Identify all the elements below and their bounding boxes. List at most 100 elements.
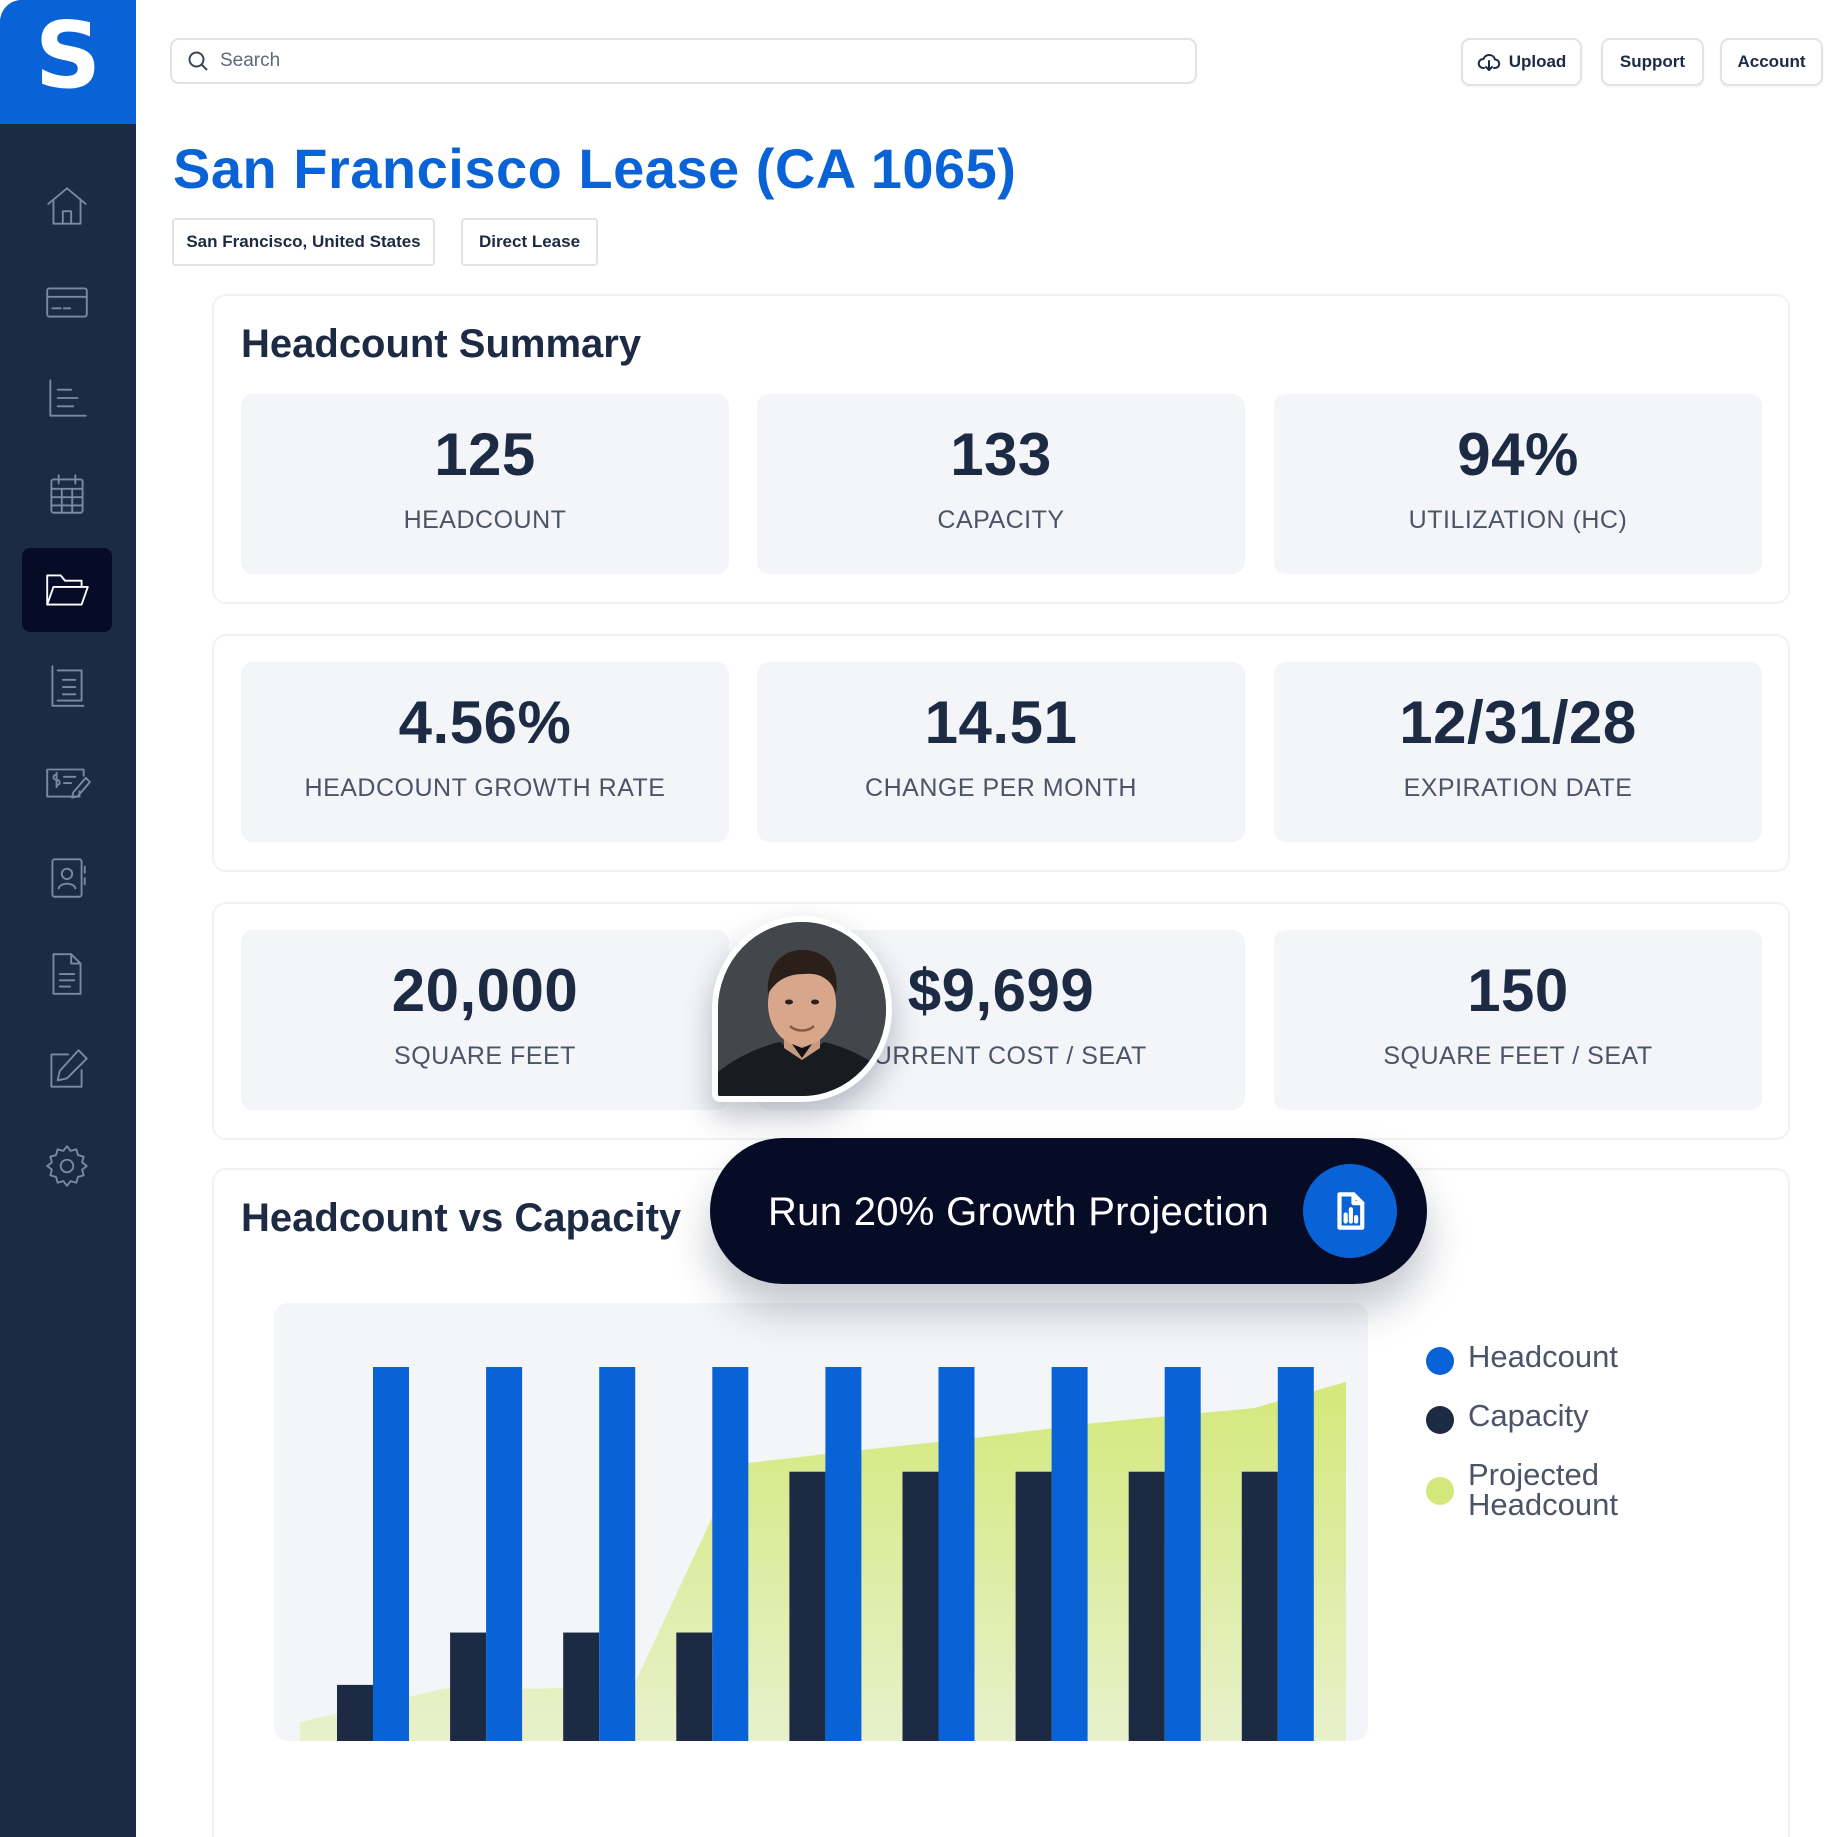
square-feet-card: 20,000 SQUARE FEET	[241, 930, 729, 1110]
folder-open-icon	[46, 574, 89, 606]
legend-item-projected[interactable]: Projected Headcount	[1426, 1457, 1658, 1522]
utilization-label: UTILIZATION (HC)	[1408, 506, 1628, 534]
expiration-date-label: EXPIRATION DATE	[1403, 774, 1633, 802]
headcount-bar[interactable]	[825, 1367, 862, 1741]
cost-per-seat-label: CURRENT COST / SEAT	[855, 1042, 1147, 1070]
utilization-card: 94% UTILIZATION (HC)	[1274, 394, 1762, 574]
headcount-bar[interactable]	[712, 1367, 749, 1741]
legend-item-capacity[interactable]: Capacity	[1426, 1398, 1658, 1434]
headcount-capacity-chart	[274, 1303, 1368, 1741]
utilization-value: 94%	[1457, 421, 1579, 488]
expiration-date-card: 12/31/28 EXPIRATION DATE	[1274, 662, 1762, 842]
sidebar-item-payments[interactable]	[22, 740, 112, 824]
change-per-month-value: 14.51	[924, 689, 1078, 756]
sidebar-item-home[interactable]	[22, 164, 112, 248]
headcount-bar[interactable]	[373, 1367, 409, 1741]
ledger-icon	[51, 665, 85, 707]
headcount-label: HEADCOUNT	[403, 506, 567, 534]
headcount-card: 125 HEADCOUNT	[241, 394, 729, 574]
capacity-bar[interactable]	[1128, 1471, 1165, 1741]
headcount-bar[interactable]	[486, 1367, 523, 1741]
avatar[interactable]	[712, 916, 892, 1102]
logo-letter: S	[34, 2, 102, 109]
report-list-icon	[49, 379, 87, 417]
capacity-value: 133	[950, 421, 1052, 488]
change-per-month-label: CHANGE PER MONTH	[865, 774, 1137, 802]
capacity-bar[interactable]	[563, 1632, 600, 1741]
calendar-icon	[50, 474, 84, 514]
square-feet-per-seat-value: 150	[1467, 957, 1569, 1024]
chart-svg	[300, 1367, 1346, 1741]
support-label: Support	[1619, 52, 1686, 71]
capacity-bar[interactable]	[450, 1632, 487, 1741]
location-tag: San Francisco, United States	[172, 218, 435, 266]
sidebar-item-calendar[interactable]	[22, 452, 112, 536]
growth-rate-value: 4.56%	[398, 689, 572, 756]
upload-button[interactable]: Upload	[1461, 38, 1582, 86]
sidebar-item-documents[interactable]	[22, 932, 112, 1016]
sidebar-item-settings[interactable]	[22, 1124, 112, 1208]
square-feet-label: SQUARE FEET	[394, 1042, 576, 1070]
support-button[interactable]: Support	[1601, 38, 1704, 86]
sidebar-item-properties[interactable]	[22, 548, 112, 632]
chart-title: Headcount vs Capacity	[241, 1196, 682, 1240]
capacity-bar[interactable]	[1015, 1471, 1052, 1741]
headcount-bar[interactable]	[1051, 1367, 1088, 1741]
report-chart-icon-button[interactable]	[1303, 1164, 1397, 1258]
square-feet-value: 20,000	[391, 957, 579, 1024]
account-label: Account	[1737, 52, 1806, 71]
cloud-upload-icon	[1477, 53, 1500, 71]
legend-item-headcount[interactable]: Headcount	[1426, 1339, 1658, 1375]
square-feet-per-seat-label: SQUARE FEET / SEAT	[1383, 1042, 1653, 1070]
edit-icon	[50, 1049, 88, 1088]
sidebar-item-cards[interactable]	[22, 260, 112, 344]
sidebar-item-ledger[interactable]	[22, 644, 112, 728]
sidebar-item-reports[interactable]	[22, 356, 112, 440]
legend-label-projected: Projected Headcount	[1468, 1457, 1618, 1522]
report-chart-icon	[1337, 1192, 1365, 1230]
payment-check-icon	[46, 768, 91, 799]
expiration-date-value: 12/31/28	[1399, 689, 1637, 756]
capacity-bar[interactable]	[902, 1471, 939, 1741]
upload-label: Upload	[1508, 52, 1567, 71]
lease-type-tag: Direct Lease	[461, 218, 598, 266]
capacity-bar[interactable]	[1241, 1471, 1278, 1741]
legend-label-headcount: Headcount	[1468, 1339, 1618, 1374]
home-icon	[47, 187, 87, 225]
account-button[interactable]: Account	[1720, 38, 1823, 86]
document-icon	[52, 953, 82, 995]
headcount-bar[interactable]	[599, 1367, 636, 1741]
sidebar-item-contacts[interactable]	[22, 836, 112, 920]
app-logo[interactable]: S	[0, 0, 136, 124]
sidebar-item-edit[interactable]	[22, 1028, 112, 1112]
search-bar[interactable]	[170, 38, 1197, 84]
chart-legend: Headcount Capacity Projected Headcount	[1426, 1339, 1658, 1546]
capacity-bar[interactable]	[789, 1471, 826, 1741]
credit-card-icon	[46, 287, 88, 318]
page-title: San Francisco Lease (CA 1065)	[173, 137, 1017, 200]
legend-dot-headcount	[1426, 1347, 1454, 1375]
search-input[interactable]	[220, 50, 1120, 72]
cost-per-seat-value: $9,699	[907, 957, 1095, 1024]
capacity-card: 133 CAPACITY	[757, 394, 1245, 574]
legend-label-capacity: Capacity	[1468, 1398, 1589, 1433]
square-feet-per-seat-card: 150 SQUARE FEET / SEAT	[1274, 930, 1762, 1110]
settings-icon	[46, 1145, 88, 1187]
growth-rate-label: HEADCOUNT GROWTH RATE	[304, 774, 666, 802]
headcount-value: 125	[434, 421, 536, 488]
legend-dot-projected	[1426, 1477, 1454, 1505]
contact-book-icon	[51, 858, 86, 898]
search-icon	[186, 49, 210, 73]
headcount-summary-title: Headcount Summary	[241, 322, 642, 366]
capacity-bar[interactable]	[676, 1632, 713, 1741]
headcount-bar[interactable]	[1164, 1367, 1201, 1741]
growth-projection-label: Run 20% Growth Projection	[768, 1190, 1270, 1234]
growth-rate-card: 4.56% HEADCOUNT GROWTH RATE	[241, 662, 729, 842]
user-photo	[718, 922, 886, 1096]
growth-projection-button[interactable]: Run 20% Growth Projection	[710, 1138, 1427, 1284]
headcount-bar[interactable]	[938, 1367, 975, 1741]
capacity-label: CAPACITY	[937, 506, 1065, 534]
headcount-bar[interactable]	[1277, 1367, 1314, 1741]
capacity-bar[interactable]	[337, 1684, 373, 1741]
sidebar: S	[0, 0, 136, 1837]
